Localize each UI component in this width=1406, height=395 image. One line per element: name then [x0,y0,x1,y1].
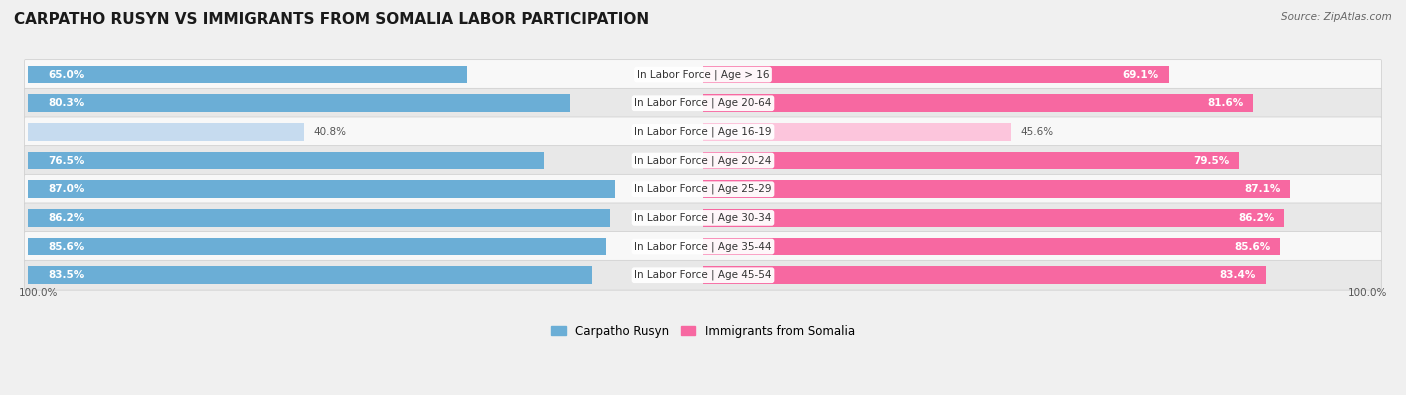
Bar [28,66,467,83]
Text: In Labor Force | Age 25-29: In Labor Force | Age 25-29 [634,184,772,194]
Text: 79.5%: 79.5% [1192,156,1229,166]
Text: 86.2%: 86.2% [49,213,84,223]
Text: In Labor Force | Age 20-24: In Labor Force | Age 20-24 [634,155,772,166]
Bar [703,209,1285,227]
Text: Source: ZipAtlas.com: Source: ZipAtlas.com [1281,12,1392,22]
Text: 65.0%: 65.0% [49,70,84,79]
Bar [28,266,592,284]
Text: In Labor Force | Age 20-64: In Labor Force | Age 20-64 [634,98,772,109]
Text: 87.1%: 87.1% [1244,184,1281,194]
Text: 45.6%: 45.6% [1021,127,1054,137]
Text: 86.2%: 86.2% [1239,213,1274,223]
Bar [28,94,569,112]
Bar [28,123,304,141]
FancyBboxPatch shape [24,203,1382,233]
Legend: Carpatho Rusyn, Immigrants from Somalia: Carpatho Rusyn, Immigrants from Somalia [547,320,859,342]
Bar [703,66,1168,83]
Text: 87.0%: 87.0% [49,184,86,194]
Bar [28,181,616,198]
Text: 83.4%: 83.4% [1219,270,1256,280]
Text: 83.5%: 83.5% [49,270,84,280]
FancyBboxPatch shape [24,117,1382,147]
Text: 81.6%: 81.6% [1206,98,1243,108]
Bar [703,238,1281,256]
FancyBboxPatch shape [24,60,1382,90]
Bar [703,94,1253,112]
Bar [703,181,1291,198]
Text: 80.3%: 80.3% [49,98,84,108]
Bar [28,152,544,169]
Text: In Labor Force | Age 16-19: In Labor Force | Age 16-19 [634,127,772,137]
Text: In Labor Force | Age 45-54: In Labor Force | Age 45-54 [634,270,772,280]
Text: 100.0%: 100.0% [18,288,58,298]
FancyBboxPatch shape [24,174,1382,204]
Bar [28,209,610,227]
Bar [28,238,606,256]
FancyBboxPatch shape [24,260,1382,290]
Text: In Labor Force | Age 35-44: In Labor Force | Age 35-44 [634,241,772,252]
Text: 76.5%: 76.5% [49,156,86,166]
FancyBboxPatch shape [24,146,1382,175]
Text: 40.8%: 40.8% [314,127,347,137]
Text: 69.1%: 69.1% [1123,70,1159,79]
Bar [703,152,1239,169]
Text: 85.6%: 85.6% [1234,242,1270,252]
Bar [703,266,1265,284]
Text: 100.0%: 100.0% [1348,288,1388,298]
FancyBboxPatch shape [24,88,1382,118]
Text: 85.6%: 85.6% [49,242,84,252]
Bar [703,123,1011,141]
FancyBboxPatch shape [24,231,1382,261]
Text: In Labor Force | Age 30-34: In Labor Force | Age 30-34 [634,213,772,223]
Text: CARPATHO RUSYN VS IMMIGRANTS FROM SOMALIA LABOR PARTICIPATION: CARPATHO RUSYN VS IMMIGRANTS FROM SOMALI… [14,12,650,27]
Text: In Labor Force | Age > 16: In Labor Force | Age > 16 [637,69,769,80]
